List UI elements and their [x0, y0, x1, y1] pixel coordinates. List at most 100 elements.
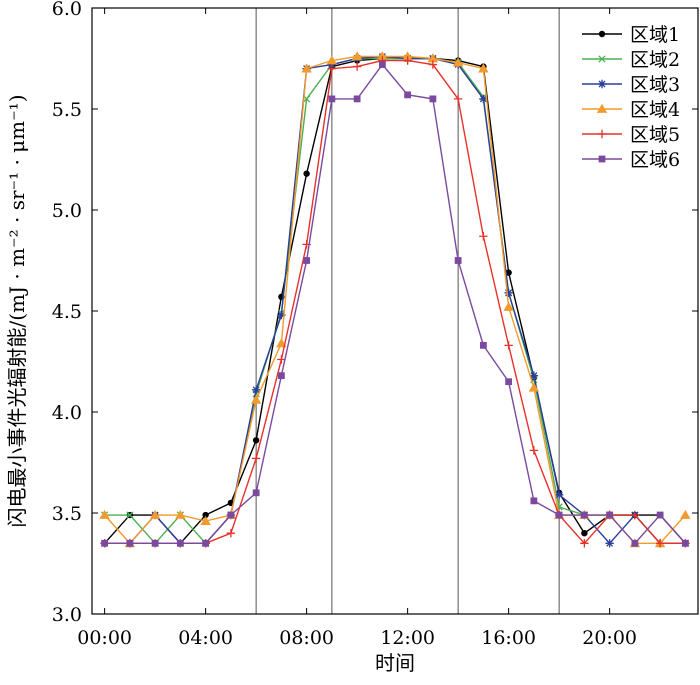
series-line	[104, 57, 686, 545]
data-point	[202, 511, 209, 519]
data-point	[277, 355, 286, 364]
data-point	[606, 511, 614, 519]
data-point	[478, 63, 489, 73]
data-point	[429, 95, 437, 103]
series-x	[100, 54, 690, 547]
data-point	[598, 55, 606, 63]
data-point	[630, 510, 640, 520]
data-point	[505, 378, 513, 386]
x-tick-label: 00:00	[77, 627, 132, 649]
data-point	[303, 170, 310, 177]
series-line	[104, 55, 686, 545]
data-point	[530, 497, 538, 505]
data-point	[504, 341, 513, 350]
y-tick-label: 3.0	[52, 604, 82, 626]
data-point	[479, 94, 488, 104]
data-point	[277, 372, 285, 380]
series-line	[104, 55, 686, 545]
data-point	[529, 371, 539, 380]
legend: 区域1 区域2 区域3 区域4 区域5 区域6	[582, 24, 680, 171]
data-point	[277, 310, 286, 320]
y-tick-label: 4.5	[52, 301, 82, 323]
legend-item: 区域2	[582, 49, 680, 71]
data-point	[352, 62, 362, 71]
data-point	[597, 79, 607, 89]
data-point	[403, 56, 412, 65]
data-point	[453, 94, 463, 104]
data-point	[151, 539, 159, 547]
data-point	[581, 530, 588, 537]
data-point	[427, 53, 439, 63]
data-point	[656, 511, 664, 519]
y-axis-title: 闪电最小事件光辐射能/(mJ · m⁻² · sr⁻¹ · μm⁻¹)	[5, 94, 29, 527]
data-point	[680, 509, 691, 519]
data-point	[251, 454, 261, 463]
data-point	[250, 394, 262, 404]
series-circle	[101, 55, 689, 547]
data-point	[580, 539, 589, 548]
legend-label: 区域3	[630, 74, 680, 96]
data-point	[555, 511, 563, 519]
x-tick-label: 12:00	[380, 627, 435, 649]
data-point	[503, 301, 514, 311]
legend-item: 区域5	[582, 124, 680, 146]
legend-label: 区域1	[630, 24, 680, 46]
data-point	[353, 95, 361, 103]
data-point	[598, 30, 606, 38]
series-square	[101, 61, 689, 547]
data-point	[175, 509, 186, 519]
data-point	[479, 341, 487, 349]
data-point	[605, 539, 614, 548]
series-star	[100, 52, 690, 548]
data-point	[681, 539, 689, 547]
data-point	[176, 539, 184, 547]
data-point	[378, 61, 386, 68]
data-point	[504, 288, 513, 298]
data-point	[596, 103, 608, 113]
data-point	[303, 257, 311, 264]
series-plus	[100, 56, 690, 548]
data-point	[227, 511, 235, 519]
data-point	[631, 539, 639, 547]
x-tick-label: 16:00	[481, 627, 536, 649]
legend-item: 区域4	[582, 99, 680, 121]
data-point	[377, 51, 388, 61]
x-tick-label: 04:00	[178, 627, 233, 649]
x-tick-label: 20:00	[582, 627, 637, 649]
series-triangle	[99, 51, 691, 548]
series-line	[104, 57, 686, 545]
data-point	[251, 385, 261, 394]
data-point	[327, 64, 337, 73]
legend-label: 区域5	[630, 124, 680, 146]
data-point	[200, 515, 211, 525]
data-point	[99, 509, 110, 519]
data-point	[252, 489, 260, 497]
x-axis-title: 时间	[375, 651, 415, 675]
data-point	[226, 529, 236, 538]
data-point	[598, 155, 606, 163]
series-line	[104, 59, 686, 545]
series-layer	[99, 51, 691, 548]
legend-label: 区域4	[630, 99, 680, 121]
data-point	[328, 95, 336, 103]
y-tick-label: 6.0	[52, 0, 82, 20]
y-tick-label: 3.5	[52, 503, 82, 525]
data-point	[554, 490, 564, 500]
data-point	[655, 539, 665, 548]
y-tick-label: 5.5	[52, 99, 82, 121]
data-point	[326, 55, 338, 65]
legend-item: 区域1	[582, 24, 680, 46]
data-point	[529, 446, 539, 455]
legend-item: 区域6	[582, 149, 680, 171]
axis-ticks: 00:00 04:00 08:00 12:00 16:00 20:00 3.0 3.5 4.0 4…	[52, 0, 698, 649]
data-point	[528, 382, 540, 392]
data-point	[252, 437, 260, 444]
legend-label: 区域2	[630, 49, 680, 71]
data-point	[452, 57, 464, 67]
data-point	[428, 60, 438, 69]
data-point	[126, 539, 134, 547]
data-point	[202, 539, 210, 547]
data-point	[402, 51, 413, 61]
